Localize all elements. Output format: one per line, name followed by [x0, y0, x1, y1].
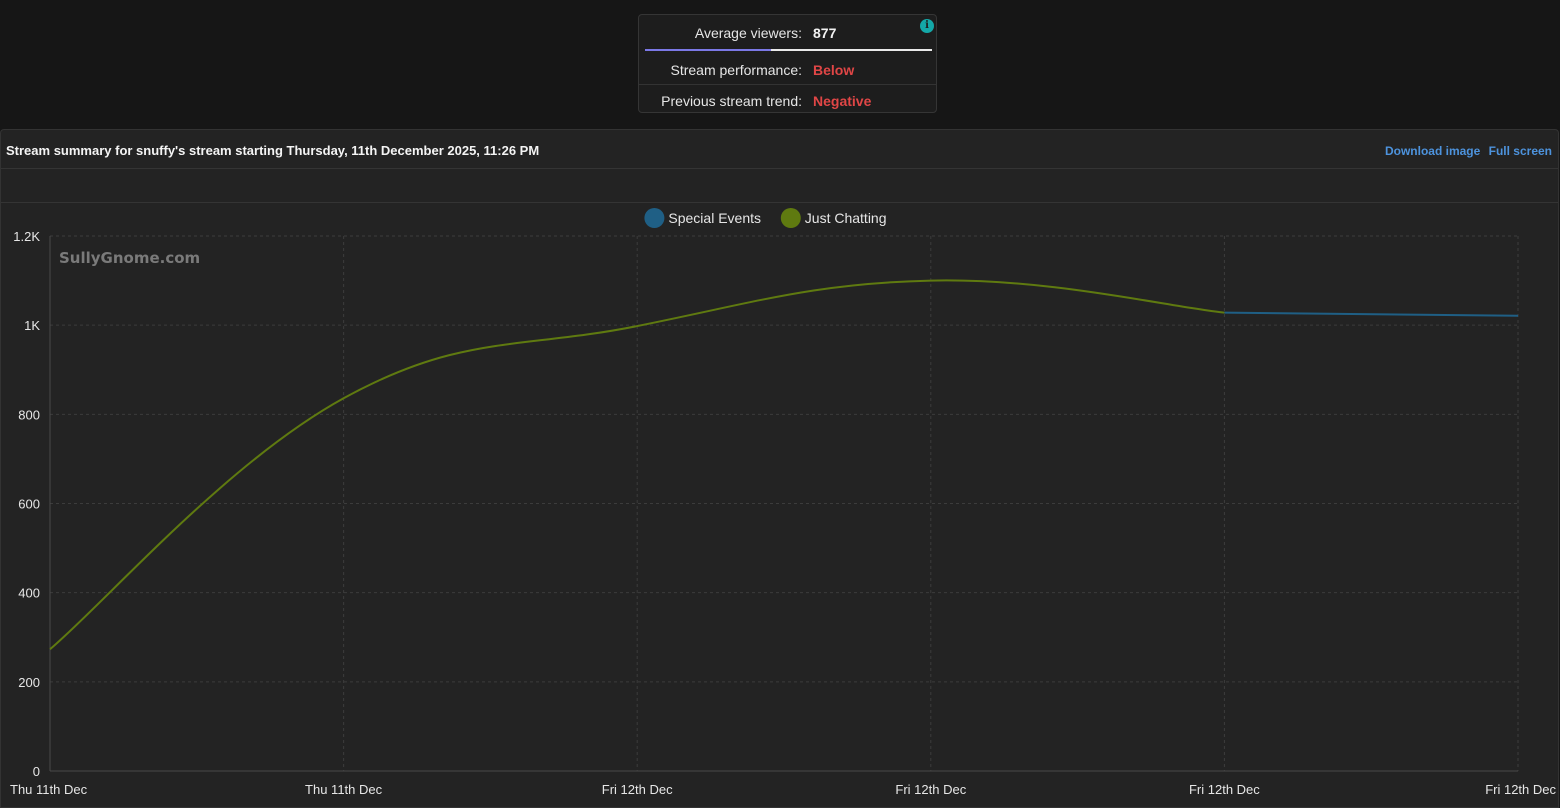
stream-trend-label: Previous stream trend:	[661, 93, 802, 109]
average-viewers-row: Average viewers: 877	[639, 17, 936, 51]
x-tick-label: Fri 12th Dec	[602, 782, 673, 797]
download-image-link[interactable]: Download image	[1384, 144, 1481, 158]
y-tick-label: 1K	[24, 318, 40, 333]
legend-label: Just Chatting	[805, 210, 887, 226]
panel-sub-strip	[1, 168, 1558, 203]
watermark: SullyGnome.com	[59, 249, 200, 267]
y-tick-label: 1.2K	[13, 229, 40, 244]
panel-title: Stream summary for snuffy's stream start…	[6, 143, 540, 158]
average-viewers-bar-fill	[645, 49, 772, 51]
stream-trend-row: Previous stream trend: Negative	[639, 84, 936, 115]
y-tick-label: 0	[33, 764, 40, 779]
stream-trend-value: Negative	[813, 93, 872, 109]
y-tick-label: 600	[18, 497, 40, 512]
x-tick-label: Fri 12th Dec	[1189, 782, 1260, 797]
legend-marker	[644, 208, 665, 228]
full-screen-link[interactable]: Full screen	[1488, 144, 1552, 158]
y-tick-label: 200	[18, 675, 40, 690]
average-viewers-bar	[645, 49, 932, 51]
header-links: Download image Full screen	[1385, 144, 1552, 158]
legend-label: Special Events	[668, 210, 761, 226]
series-line-special-events	[1224, 311, 1519, 317]
stream-summary-panel: Stream summary for snuffy's stream start…	[0, 129, 1559, 808]
average-viewers-value: 877	[813, 25, 837, 41]
panel-header: Stream summary for snuffy's stream start…	[1, 130, 1558, 169]
info-icon[interactable]: i	[920, 19, 934, 33]
x-tick-label: Thu 11th Dec	[10, 782, 88, 797]
x-tick-label: Fri 12th Dec	[1485, 782, 1556, 797]
stream-performance-row: Stream performance: Below	[639, 54, 936, 84]
stream-performance-label: Stream performance:	[670, 62, 803, 78]
y-tick-label: 800	[18, 407, 40, 422]
stream-performance-value: Below	[813, 62, 855, 78]
legend-marker	[780, 208, 801, 228]
series-line-just-chatting	[49, 279, 1225, 651]
average-viewers-label: Average viewers:	[694, 25, 802, 41]
y-tick-label: 400	[18, 586, 40, 601]
stats-box: i Average viewers: 877 Stream performanc…	[638, 14, 937, 113]
x-tick-label: Thu 11th Dec	[305, 782, 383, 797]
x-tick-label: Fri 12th Dec	[895, 782, 966, 797]
